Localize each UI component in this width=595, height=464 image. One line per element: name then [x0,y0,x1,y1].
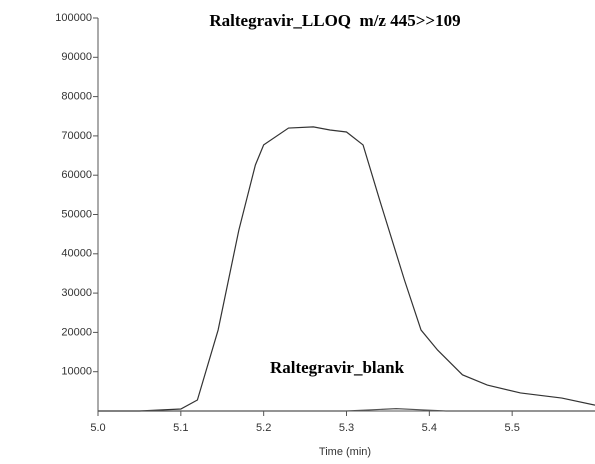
x-axis-label: Time (min) [319,446,371,458]
y-tick-label: 70000 [61,130,92,142]
x-tick-label: 5.5 [505,422,520,434]
y-tick-label: 20000 [61,326,92,338]
x-tick-label: 5.1 [173,422,188,434]
series-label: Raltegravir_blank [270,358,405,377]
chart-title: Raltegravir_LLOQ m/z 445>>109 [209,11,460,30]
y-tick-label: 100000 [55,12,92,24]
line [98,408,595,412]
y-tick-label: 90000 [61,51,92,63]
y-tick-label: 10000 [61,366,92,378]
y-tick-label: 50000 [61,208,92,220]
x-tick-label: 5.4 [422,422,437,434]
x-tick-label: 5.2 [256,422,271,434]
y-tick-label: 80000 [61,91,92,103]
line [98,126,595,412]
x-tick-label: 5.0 [90,422,105,434]
x-tick-label: 5.3 [339,422,354,434]
y-tick-label: 60000 [61,169,92,181]
y-tick-label: 30000 [61,287,92,299]
y-tick-label: 40000 [61,248,92,260]
